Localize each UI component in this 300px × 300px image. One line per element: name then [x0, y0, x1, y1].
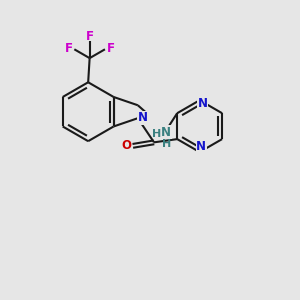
Text: H: H: [152, 129, 161, 139]
Text: N: N: [196, 140, 206, 153]
Text: F: F: [85, 30, 94, 43]
Text: O: O: [121, 140, 131, 152]
Text: H: H: [162, 139, 171, 148]
Text: N: N: [198, 97, 208, 110]
Text: N: N: [161, 126, 171, 139]
Text: F: F: [64, 42, 72, 55]
Text: F: F: [107, 42, 115, 55]
Text: N: N: [138, 111, 148, 124]
